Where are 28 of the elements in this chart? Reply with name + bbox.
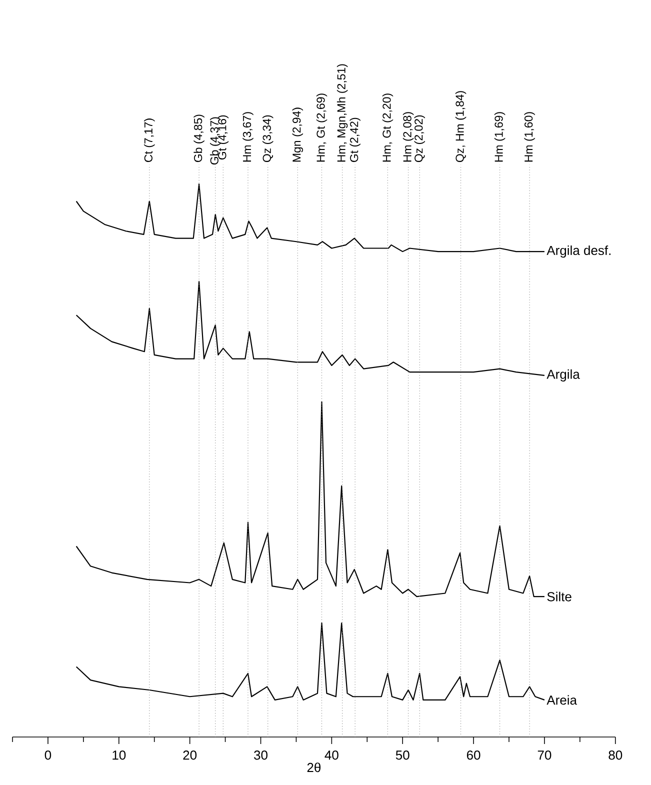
x-tick-label: 30 xyxy=(254,750,268,760)
series-label: Argila xyxy=(546,369,580,382)
x-tick-label: 70 xyxy=(538,750,552,760)
x-tick-label: 20 xyxy=(183,750,197,760)
ref-line-label: Qz (2,02) xyxy=(414,115,425,162)
x-axis-title: 2θ xyxy=(307,762,320,772)
x-tick-label: 80 xyxy=(608,750,622,760)
ref-line-label: Hm (3,67) xyxy=(242,112,254,162)
ref-line-label: Qz, Hm (1,84) xyxy=(455,91,466,162)
x-tick-label: 50 xyxy=(396,750,410,760)
ref-line-label: Hm (1,69) xyxy=(494,112,506,162)
series-label: Areia xyxy=(546,695,577,705)
x-tick-label: 40 xyxy=(324,750,338,760)
ref-line-label: Hm (1,60) xyxy=(524,112,535,162)
series-label: Argila desf. xyxy=(546,246,610,258)
ref-line-label: Mgn (2,94) xyxy=(292,108,303,162)
x-tick-label: 60 xyxy=(466,750,480,760)
x-tick-label: 0 xyxy=(44,750,52,760)
series-label: Silte xyxy=(547,592,572,602)
ref-line-label: Hm, Gt (2,20) xyxy=(382,94,394,162)
ref-line-label: Hm (2,08) xyxy=(402,112,414,162)
ref-line-label: Hm, Mgn,Mh (2,51) xyxy=(336,64,348,162)
ref-line-label: Gt (2,42) xyxy=(350,118,360,162)
ref-line-label: Qz (3,34) xyxy=(262,115,274,162)
x-tick-label: 10 xyxy=(112,750,126,760)
ref-line-label: Hm, Gt (2,69) xyxy=(316,94,328,162)
ref-line-label: Gb (4,85) xyxy=(194,114,204,162)
ref-line-label: Ct (7,17) xyxy=(144,118,155,162)
